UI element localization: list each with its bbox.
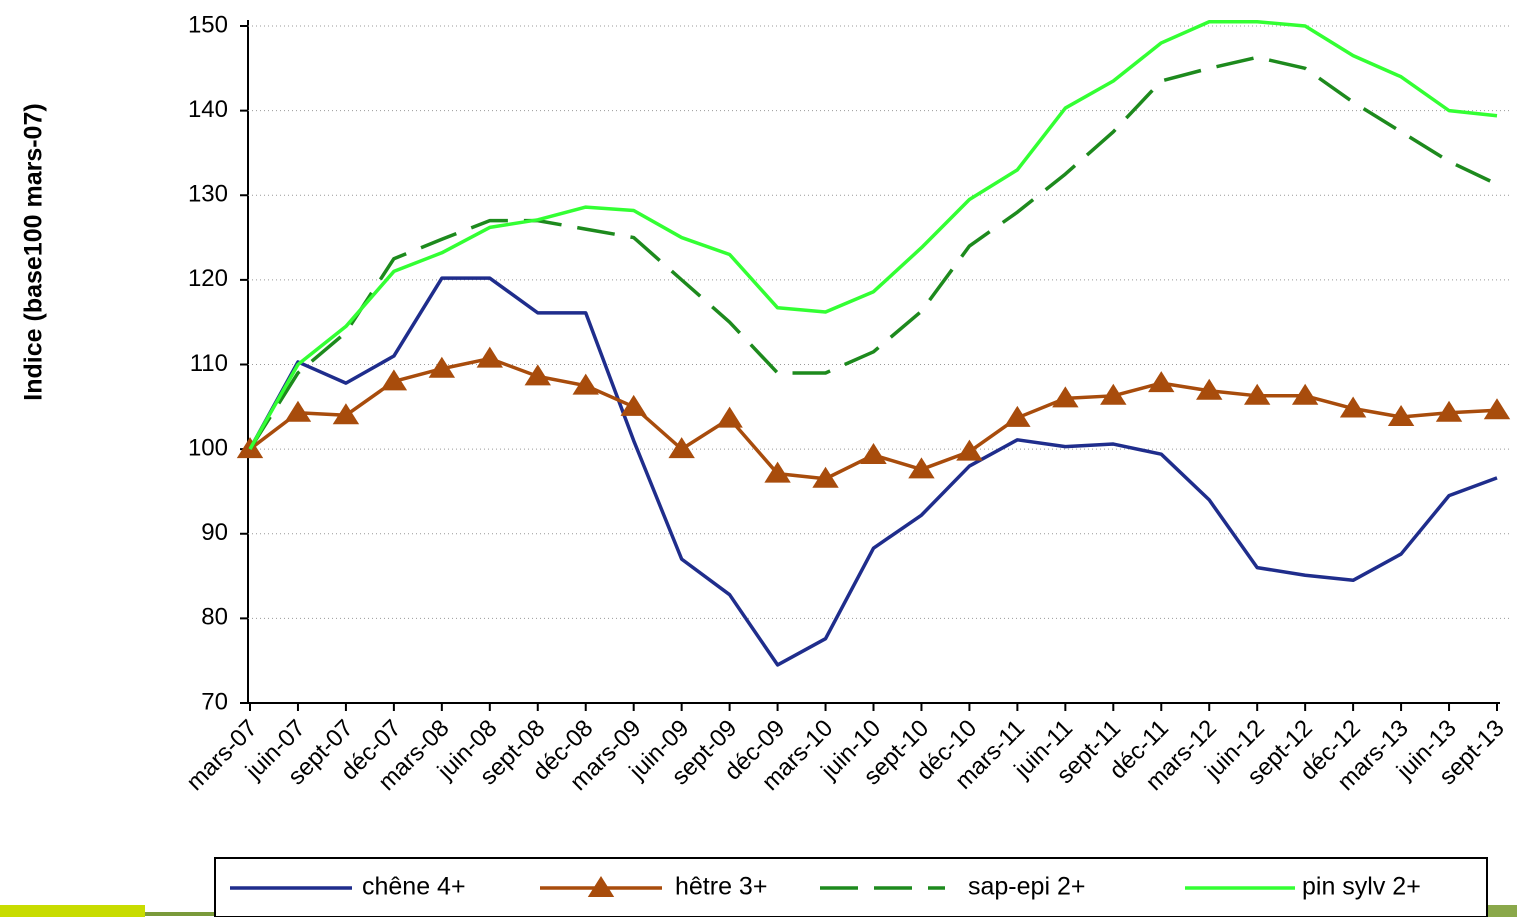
legend-label: chêne 4+ bbox=[362, 873, 466, 901]
decor-bar bbox=[0, 905, 145, 917]
data-marker bbox=[956, 439, 983, 461]
y-axis-label: Indice (base100 mars-07) bbox=[20, 103, 48, 400]
legend-label: hêtre 3+ bbox=[675, 873, 767, 901]
data-marker bbox=[1004, 405, 1031, 427]
data-marker bbox=[1387, 404, 1415, 426]
y-tick-label: 90 bbox=[201, 519, 228, 546]
data-marker bbox=[1148, 371, 1175, 393]
data-marker bbox=[284, 400, 312, 422]
y-tick-label: 140 bbox=[188, 96, 228, 123]
data-marker bbox=[1100, 383, 1127, 405]
data-marker bbox=[812, 466, 839, 488]
y-tick-label: 120 bbox=[188, 265, 228, 292]
data-marker bbox=[620, 394, 647, 416]
data-marker bbox=[332, 403, 360, 425]
y-tick-label: 100 bbox=[188, 434, 228, 461]
decor-bar bbox=[1487, 905, 1517, 917]
y-tick-label: 130 bbox=[188, 181, 228, 208]
series-line bbox=[248, 276, 1498, 667]
data-marker bbox=[716, 406, 743, 428]
data-marker bbox=[860, 443, 887, 465]
y-tick-label: 150 bbox=[188, 11, 228, 38]
data-marker bbox=[908, 457, 935, 479]
data-marker bbox=[428, 356, 456, 378]
data-marker bbox=[1196, 378, 1223, 400]
data-marker bbox=[524, 364, 551, 386]
y-tick-label: 110 bbox=[190, 350, 228, 377]
data-marker bbox=[476, 346, 504, 368]
data-marker bbox=[668, 437, 695, 459]
data-marker bbox=[1052, 386, 1079, 408]
data-marker bbox=[1483, 398, 1511, 420]
data-marker bbox=[1435, 400, 1463, 422]
data-marker bbox=[572, 373, 599, 395]
data-marker bbox=[1339, 396, 1367, 418]
data-marker bbox=[1291, 383, 1319, 405]
y-tick-label: 70 bbox=[201, 688, 228, 715]
legend-label: sap-epi 2+ bbox=[968, 873, 1085, 901]
y-tick-label: 80 bbox=[201, 604, 228, 631]
data-marker bbox=[1243, 383, 1271, 405]
legend-label: pin sylv 2+ bbox=[1302, 873, 1421, 901]
data-marker bbox=[764, 461, 791, 483]
series-line bbox=[248, 20, 1498, 450]
data-marker bbox=[380, 369, 408, 391]
series-line bbox=[248, 55, 1498, 451]
legend-marker bbox=[587, 876, 615, 897]
